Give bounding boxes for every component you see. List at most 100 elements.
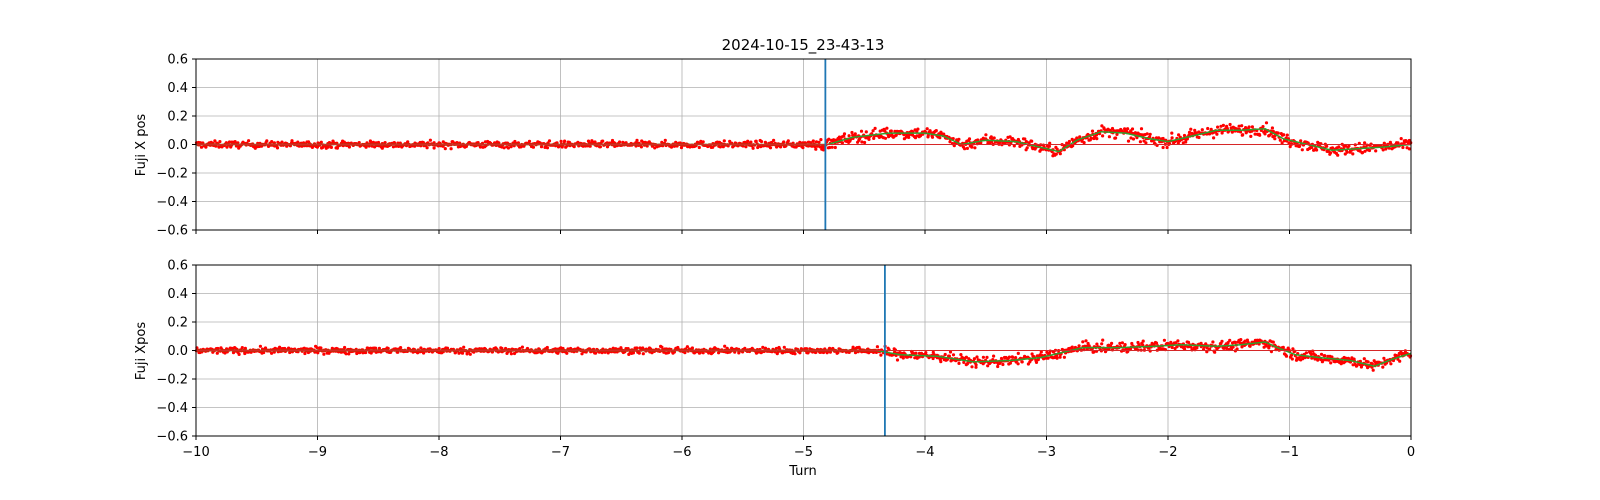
panel-bottom: −0.6−0.4−0.20.00.20.40.6−10 −9 −8 −7 −6 −5 −4−… — [156, 259, 1415, 461]
data-point — [1138, 140, 1142, 144]
data-point — [1014, 356, 1018, 360]
data-point — [832, 138, 836, 142]
data-point — [768, 146, 773, 150]
data-point — [1047, 144, 1051, 148]
data-point — [648, 347, 653, 351]
data-point — [428, 138, 432, 142]
data-point — [1211, 340, 1215, 344]
x-tick-label: −6 — [672, 445, 691, 460]
data-point — [1289, 353, 1294, 357]
data-point — [1082, 141, 1086, 145]
data-point — [833, 145, 837, 150]
data-point — [874, 350, 879, 354]
data-point — [637, 351, 641, 355]
data-point — [1347, 144, 1351, 148]
data-point — [948, 350, 953, 354]
data-point — [1396, 141, 1400, 145]
data-point — [1225, 346, 1229, 350]
data-point — [247, 139, 251, 143]
data-point — [985, 355, 989, 359]
data-point — [959, 353, 963, 357]
data-point — [723, 344, 727, 348]
data-point — [1118, 341, 1122, 345]
data-point — [1070, 137, 1074, 141]
data-point — [399, 346, 403, 350]
data-point — [1300, 148, 1304, 152]
data-point — [1261, 125, 1265, 129]
data-point — [614, 347, 618, 351]
data-point — [1336, 153, 1340, 157]
data-point — [1154, 341, 1159, 345]
data-point — [437, 347, 441, 351]
data-point — [1126, 127, 1130, 131]
data-point — [951, 353, 956, 357]
data-point — [761, 345, 765, 349]
data-point — [751, 146, 755, 150]
data-point — [539, 145, 544, 149]
data-point — [1297, 144, 1302, 148]
data-point — [660, 345, 664, 349]
data-point — [1225, 126, 1229, 131]
data-point — [939, 360, 943, 364]
data-point — [975, 355, 979, 359]
data-point — [962, 360, 966, 364]
data-point — [432, 146, 436, 150]
data-point — [335, 347, 339, 351]
data-point — [383, 141, 387, 145]
data-point — [853, 132, 857, 136]
data-point — [1273, 137, 1277, 141]
data-point — [860, 140, 864, 144]
data-point — [302, 346, 306, 350]
data-point — [1360, 151, 1365, 155]
data-point — [1182, 133, 1187, 138]
y-axis-label-top: Fuji X pos — [134, 114, 149, 177]
data-point — [916, 127, 920, 131]
data-point — [227, 140, 232, 144]
x-tick-label: −10 — [182, 445, 209, 460]
data-point — [979, 141, 983, 145]
data-point — [1148, 135, 1152, 139]
data-point — [1058, 355, 1062, 359]
data-point — [432, 141, 436, 145]
data-point — [631, 351, 636, 355]
data-point — [879, 353, 883, 357]
data-point — [1114, 136, 1118, 140]
data-point — [938, 136, 942, 140]
data-point — [871, 129, 875, 133]
data-point — [669, 145, 674, 149]
data-point — [1161, 136, 1165, 141]
y-tick-label: −0.4 — [156, 195, 188, 210]
data-point — [967, 137, 972, 141]
data-point — [963, 147, 967, 151]
data-point — [231, 351, 236, 355]
data-point — [744, 145, 748, 149]
x-tick-label: −3 — [1037, 445, 1056, 460]
data-point — [947, 354, 952, 358]
data-point — [1304, 351, 1308, 355]
data-point — [1290, 357, 1294, 361]
data-point — [373, 145, 377, 149]
data-point — [1215, 132, 1219, 136]
data-point — [907, 135, 911, 139]
data-point — [842, 132, 847, 136]
data-point — [329, 145, 333, 149]
data-point — [951, 137, 955, 141]
data-point — [506, 146, 510, 150]
data-point — [1126, 139, 1131, 143]
data-point — [243, 346, 247, 350]
data-point — [974, 365, 978, 369]
data-point — [1222, 346, 1226, 350]
data-point — [1023, 137, 1027, 141]
data-point — [1199, 341, 1203, 345]
data-point — [1239, 130, 1243, 134]
data-point — [1264, 344, 1268, 348]
data-point — [1092, 350, 1096, 354]
data-point — [1381, 148, 1385, 152]
data-point — [1384, 147, 1388, 151]
data-point — [1101, 134, 1105, 138]
data-point — [772, 138, 776, 142]
data-point — [814, 140, 819, 144]
data-point — [641, 352, 645, 356]
data-point — [1110, 341, 1114, 345]
data-point — [1291, 347, 1295, 351]
